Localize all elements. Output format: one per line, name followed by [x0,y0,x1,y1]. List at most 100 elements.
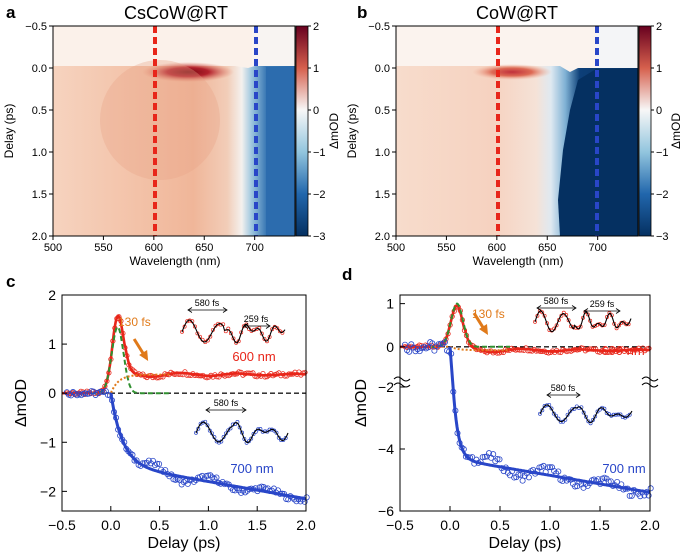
panel-d-period-580: 580 fs [544,296,569,306]
panel-b-colorbar-ticks: 2 1 0 −1 −2 −3 [651,21,669,243]
panel-d-inset-700-point [549,406,554,411]
panel-d-series-700-point [525,474,532,481]
panel-c-arrow-shaft [132,338,146,356]
panel-d-inset-600-bracket-arrow [615,308,621,314]
panel-c-inset-600-point [275,326,280,331]
panel-d-series-700-point [412,348,419,355]
panel-a-colorbar-label: ΔmOD [327,113,341,149]
panel-c-inset-600-fit [181,319,286,344]
panel-a-ytick-label: 1.0 [32,147,47,159]
panel-c-inset-600-bracket-arrow [222,307,228,313]
panel-d-xtick-label: 0.5 [490,517,510,533]
panel-c-inset-700-point [251,432,256,436]
panel-c-inset-600-bracket-arrow [265,323,271,329]
panel-d-xtick-label: 2.0 [640,517,660,533]
panel-a-ytick-label: 0.5 [32,105,47,117]
panel-c-inset-600-point [185,319,190,324]
panel-d-xtick-label: 1.5 [590,517,610,533]
panel-d-letter: d [342,265,352,284]
panel-c-inset-700-point [249,436,254,441]
panel-c-xtick-label: −0.5 [48,517,76,533]
panel-c-inset-700-bracket-arrow [241,407,247,413]
panel-c-inset-700-point [194,430,198,435]
panel-d-inset-700-bracket-arrow [546,392,552,398]
panel-d-ytick-label: −2 [378,379,394,395]
panel-c-inset-700-point [226,428,231,433]
panel-a-xtick-label: 600 [145,242,163,254]
panel-c-series-700-fit [109,392,307,501]
panel-d-inset-700-point [590,418,595,422]
panel-d-inset-600-point [617,323,621,328]
panel-a-colorbar [295,25,309,237]
panel-c-inset-700 [194,407,289,445]
panel-c-series-700-label: 700 nm [230,461,273,476]
panel-c-series-700-point [98,388,105,395]
panel-d-inset-700-point [627,412,632,417]
panel-b-title: CoW@RT [476,3,558,23]
panel-c-xlabel: Delay (ps) [148,535,221,552]
panel-b-pre-zero-edge [596,26,638,68]
panel-a-xtick-label: 700 [245,242,263,254]
panel-d-series-700-point [555,468,562,475]
panel-c-plot [62,307,310,505]
panel-a-colorbar-tick-label: −1 [313,147,326,159]
panel-c-inset-700-bracket-arrow [205,407,211,413]
panel-c-period-259: 259 fs [244,314,269,324]
panel-d-arrow-head [479,324,488,336]
panel-d-series-700-point [603,475,610,482]
panel-c-series-700-point [238,489,245,496]
panel-d-inset-700-bracket-arrow [575,392,581,398]
panel-d-xlabel: Delay (ps) [489,535,562,552]
panel-c-xtick-label: 0.0 [101,517,121,533]
panel-b-colorbar-tick-label: −1 [656,147,669,159]
panel-b-xlabel: Wavelength (nm) [473,254,564,268]
panel-d-arrow-shaft [472,312,486,330]
panel-a-colorbar-ticks: 2 1 0 −1 −2 −3 [308,21,326,243]
panel-d-pulse-component [430,302,510,348]
panel-c-letter: c [6,272,15,291]
panel-d-ylabel: ΔmOD [353,379,370,427]
panel-d-series-700-points [401,339,654,500]
panel-d-axis-break-right-1 [641,376,659,382]
panel-c-series-600-point [100,387,106,393]
panel-d-series-700-point [572,483,579,490]
panel-d-inset-700-point [570,407,575,412]
panel-c-inset-600-point [262,336,267,341]
panel-d-series-700-point [544,464,551,471]
panel-d-plot [400,302,654,500]
panel-d-series-700-point [483,453,490,460]
panel-d-inset-600-fit [534,310,632,333]
panel-b-xtick-label: 700 [588,242,606,254]
panel-d-ytick-label: 0 [386,339,394,355]
panel-b-ytick-label: 1.0 [375,147,390,159]
panel-a-heatmap [53,26,295,236]
panel-b-ytick-label: 0.5 [375,105,390,117]
panel-b-colorbar-tick-label: 1 [656,63,662,75]
panel-a-hotspot [142,62,234,82]
panel-d-series-700-point [626,492,633,499]
panel-c-inset-700-point [205,423,210,428]
panel-c-arrow-head [139,350,149,361]
panel-d-xtick-label: −0.5 [386,517,414,533]
panel-a-letter: a [6,3,16,22]
panel-a-broad-signal [100,60,220,180]
panel-d-inset-600-point [607,311,612,316]
panel-a-ytick-label: −0.5 [25,21,47,33]
panel-c-inset-700-point [274,430,279,435]
panel-d-inset-700-fit [539,404,633,424]
panel-d-series-700-point [494,456,501,463]
panel-c-ytick-label: 0 [48,385,56,401]
panel-a-ytick-label: 1.5 [32,189,47,201]
panel-d-inset-600-point [621,320,626,325]
panel-c-xtick-label: 1.0 [199,517,219,533]
panel-a-ticks: 500 550 600 650 700 −0.5 0.0 0.5 1.0 1.5 2.0 [25,21,264,254]
panel-d-series-700-point [595,476,602,483]
panel-d-series-700-point [496,456,503,463]
panel-d-ticks: −0.5 0.0 0.5 1.0 1.5 2.0 1 0 −2 −4 −6 [378,296,660,533]
panel-d-inset-700-point [595,409,600,414]
panel-d-axis-break [393,376,659,388]
panel-b-ticks: 500 550 600 650 700 −0.5 0.0 0.5 1.0 1.5 2.0 [368,21,607,254]
panel-d-series-700-point [408,341,415,348]
panel-d-inset-600-point [559,313,564,318]
